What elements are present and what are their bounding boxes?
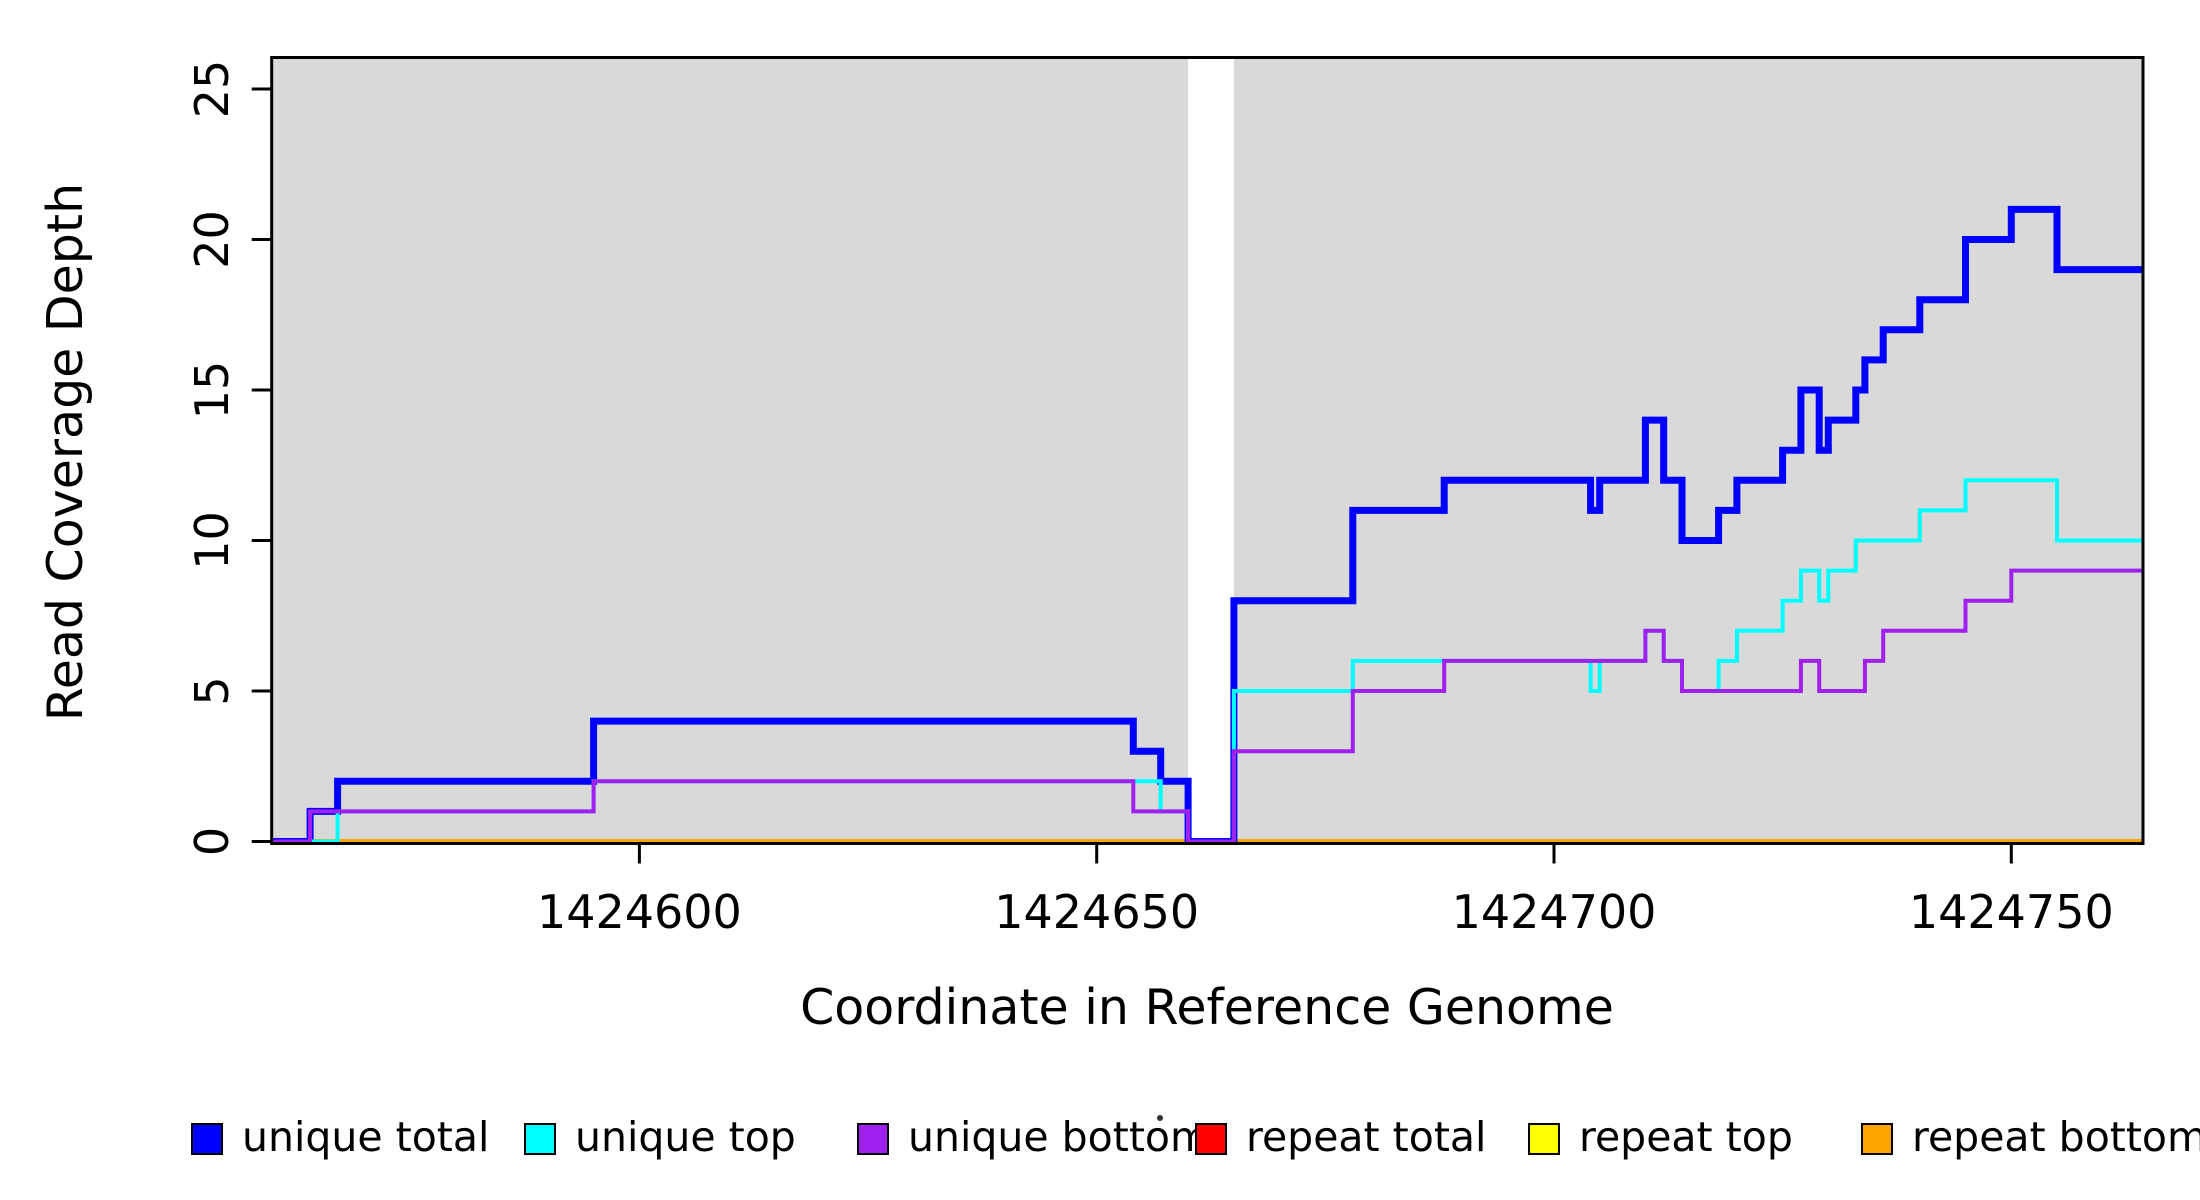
legend-label: repeat total bbox=[1246, 1113, 1486, 1161]
series-line-unique-bottom bbox=[271, 568, 2143, 844]
legend-item-repeat-bottom: repeat bottom bbox=[1861, 1113, 2200, 1161]
x-axis-title: Coordinate in Reference Genome bbox=[800, 979, 1614, 1036]
legend-label: repeat bottom bbox=[1912, 1113, 2200, 1161]
plot-area: 1424600 1424650 1424700 1424750 0 5 10 15 20 25 bbox=[185, 56, 2145, 939]
legend-swatch-unique-top bbox=[524, 1123, 556, 1155]
x-tick-label: 1424700 bbox=[1452, 885, 1657, 939]
legend-label: unique top bbox=[575, 1113, 796, 1161]
y-tick-label: 15 bbox=[185, 361, 239, 420]
legend-swatch-unique-total bbox=[191, 1123, 223, 1155]
legend-item-repeat-total: repeat total bbox=[1195, 1113, 1486, 1161]
x-tick-label: 1424600 bbox=[537, 885, 742, 939]
series-line-unique-total bbox=[271, 205, 2143, 845]
legend-item-unique-top: unique top bbox=[524, 1113, 796, 1161]
legend-label: unique bottom bbox=[908, 1113, 1210, 1161]
legend-swatch-unique-bottom bbox=[857, 1123, 889, 1155]
legend-label: repeat top bbox=[1579, 1113, 1793, 1161]
stray-dot bbox=[1157, 1115, 1163, 1121]
y-tick-label: 0 bbox=[185, 827, 239, 856]
y-tick-label: 5 bbox=[185, 676, 239, 705]
legend-item-repeat-top: repeat top bbox=[1528, 1113, 1793, 1161]
y-tick-label: 25 bbox=[185, 60, 239, 119]
x-tick-label: 1424750 bbox=[1909, 885, 2114, 939]
legend-item-unique-total: unique total bbox=[191, 1113, 489, 1161]
legend-item-unique-bottom: unique bottom bbox=[857, 1113, 1210, 1161]
y-axis-title: Read Coverage Depth bbox=[37, 183, 94, 721]
legend-swatch-repeat-top bbox=[1528, 1123, 1560, 1155]
coverage-gap-band bbox=[1188, 59, 1234, 842]
legend: unique total unique top unique bottom re… bbox=[191, 1113, 2200, 1161]
legend-swatch-repeat-total bbox=[1195, 1123, 1227, 1155]
y-tick-label: 10 bbox=[185, 511, 239, 570]
legend-label: unique total bbox=[242, 1113, 489, 1161]
x-tick-label: 1424650 bbox=[994, 885, 1199, 939]
legend-swatch-repeat-bottom bbox=[1861, 1123, 1893, 1155]
plot-border bbox=[270, 56, 2145, 845]
y-tick-label: 20 bbox=[185, 210, 239, 269]
